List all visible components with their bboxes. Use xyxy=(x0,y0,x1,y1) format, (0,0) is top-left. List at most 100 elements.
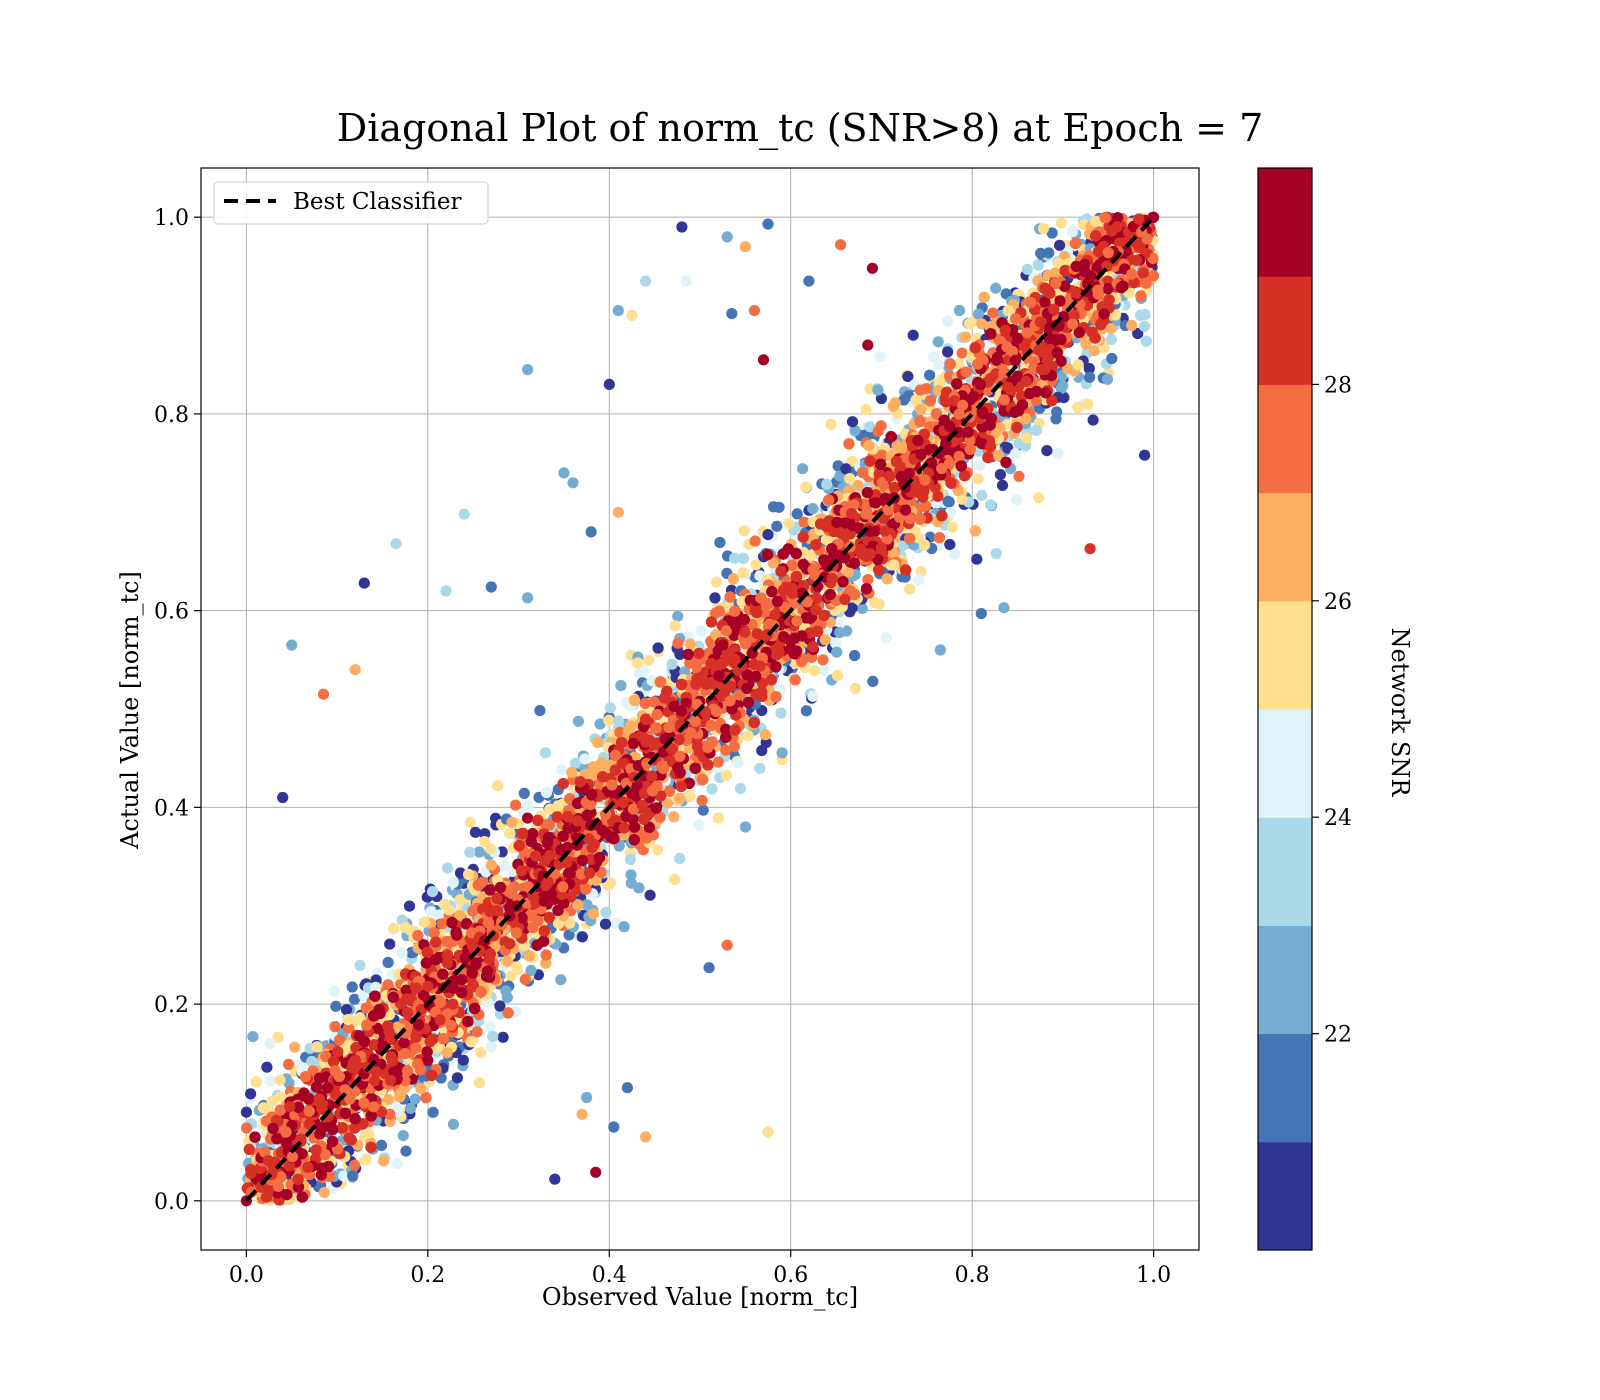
scatter-point xyxy=(441,1047,453,1059)
scatter-point xyxy=(384,1108,396,1120)
scatter-point xyxy=(1105,323,1117,335)
scatter-point xyxy=(502,1007,514,1019)
scatter-point xyxy=(849,425,861,437)
scatter-point xyxy=(849,650,861,662)
scatter-point xyxy=(360,1153,372,1165)
scatter-point xyxy=(1037,222,1050,235)
scatter-point xyxy=(569,757,581,769)
scatter-point xyxy=(625,877,637,889)
scatter-point xyxy=(465,1036,477,1048)
scatter-point xyxy=(972,473,984,485)
scatter-point xyxy=(992,449,1005,461)
scatter-point xyxy=(1055,217,1067,229)
scatter-point xyxy=(338,1170,350,1182)
scatter-point xyxy=(902,370,914,383)
scatter-point xyxy=(844,473,856,485)
scatter-point xyxy=(663,785,676,797)
scatter-point xyxy=(738,525,750,537)
scatter-point xyxy=(500,985,512,997)
scatter-point xyxy=(492,780,504,792)
scatter-point xyxy=(669,620,681,632)
scatter-point xyxy=(971,553,983,565)
scatter-point xyxy=(666,658,678,670)
scatter-point xyxy=(555,974,567,986)
scatter-point xyxy=(274,1074,286,1086)
scatter-point xyxy=(933,358,945,370)
scatter-point xyxy=(843,438,855,450)
scatter-point xyxy=(643,654,655,666)
scatter-point xyxy=(471,1026,483,1038)
scatter-point xyxy=(605,877,617,889)
scatter-point xyxy=(615,680,627,692)
scatter-point xyxy=(346,981,358,993)
scatter-point xyxy=(519,973,531,986)
scatter-point xyxy=(771,520,783,532)
scatter-point xyxy=(881,573,893,585)
scatter-point xyxy=(394,1091,406,1103)
scatter-point xyxy=(1082,398,1094,410)
scatter-point xyxy=(289,1041,301,1053)
scatter-point xyxy=(579,753,591,765)
scatter-point xyxy=(1020,432,1033,444)
scatter-point xyxy=(1106,352,1118,365)
scatter-point xyxy=(498,860,511,872)
scatter-point xyxy=(684,790,696,802)
scatter-point xyxy=(576,931,589,943)
scatter-point xyxy=(669,873,681,886)
scatter-point xyxy=(348,993,361,1005)
scatter-point xyxy=(435,1072,447,1084)
scatter-point xyxy=(696,794,708,807)
scatter-point xyxy=(1080,338,1092,350)
scatter-point xyxy=(920,383,932,395)
scatter-point xyxy=(494,1000,506,1012)
scatter-point xyxy=(697,804,709,816)
scatter-point xyxy=(1011,494,1023,506)
scatter-point xyxy=(600,906,612,919)
scatter-point xyxy=(1033,492,1045,504)
scatter-point xyxy=(978,291,990,303)
scatter-point xyxy=(674,792,686,805)
scatter-point xyxy=(564,917,576,929)
scatter-point xyxy=(959,331,972,343)
scatter-point xyxy=(283,1077,295,1089)
scatter-point xyxy=(409,1093,421,1105)
scatter-point xyxy=(343,1022,355,1034)
scatter-point xyxy=(1138,320,1150,332)
scatter-point xyxy=(1110,309,1122,321)
scatter-point xyxy=(750,559,762,571)
scatter-point xyxy=(525,964,537,977)
scatter-point xyxy=(454,910,466,922)
chart-title: Diagonal Plot of norm_tc (SNR>8) at Epoc… xyxy=(337,106,1264,151)
scatter-point xyxy=(425,906,437,918)
scatter-point xyxy=(920,500,932,512)
scatter-point xyxy=(800,481,812,493)
scatter-point xyxy=(347,1170,359,1182)
scatter-point xyxy=(693,819,705,831)
scatter-point xyxy=(817,654,829,666)
scatter-point xyxy=(800,705,813,717)
scatter-point xyxy=(834,627,846,639)
scatter-point xyxy=(754,762,766,774)
scatter-point xyxy=(612,715,625,727)
scatter-point xyxy=(727,573,740,585)
scatter-point xyxy=(873,598,885,610)
scatter-point xyxy=(639,697,651,710)
scatter-point xyxy=(773,501,785,513)
scatter-point xyxy=(250,1076,262,1088)
scatter-point xyxy=(798,516,810,528)
scatter-point xyxy=(710,576,723,588)
scatter-point xyxy=(1105,333,1117,345)
scatter-point xyxy=(789,674,801,686)
scatter-point xyxy=(987,307,999,319)
scatter-point xyxy=(506,816,518,829)
scatter-point xyxy=(1043,247,1055,259)
scatter-point xyxy=(953,304,966,317)
scatter-point xyxy=(1140,335,1152,347)
scatter-point xyxy=(976,489,988,501)
scatter-point xyxy=(684,638,696,650)
scatter-point xyxy=(872,384,884,396)
scatter-point xyxy=(1049,267,1061,279)
scatter-point xyxy=(1072,359,1084,371)
scatter-point xyxy=(846,416,859,428)
scatter-point xyxy=(501,955,513,967)
